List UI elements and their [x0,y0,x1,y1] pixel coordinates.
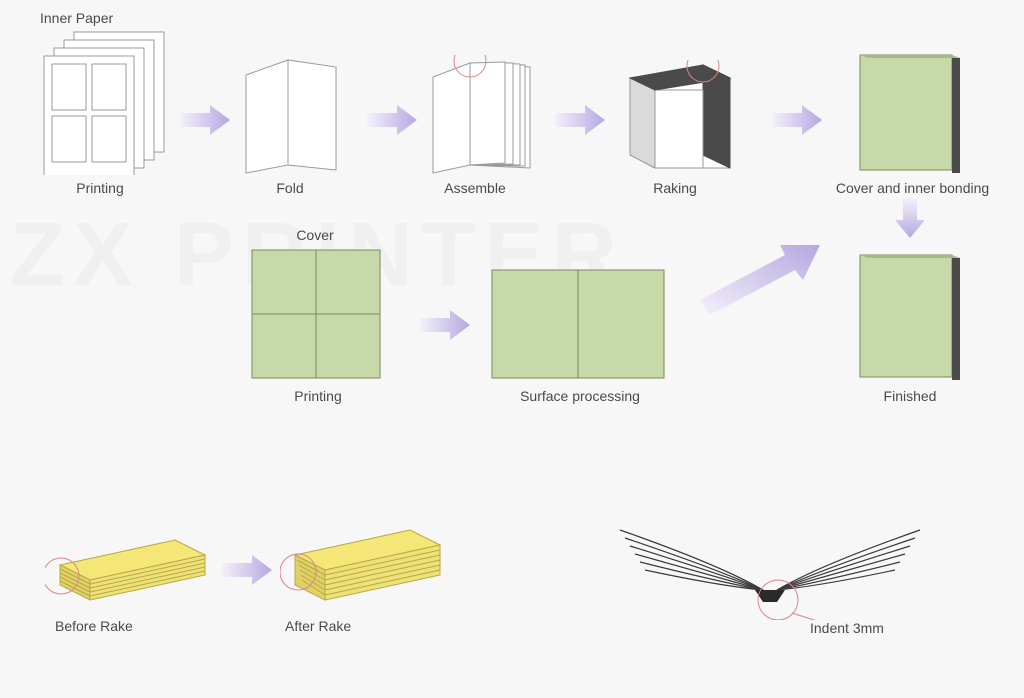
indent-label: Indent 3mm [810,620,950,636]
printing1-label: Printing [30,180,170,196]
arrow-2 [367,105,417,135]
arrow-3 [555,105,605,135]
surface-processing-icon [490,268,670,383]
after-rake-label: After Rake [285,618,425,634]
arrow-1 [180,105,230,135]
arrow-6 [222,555,272,585]
before-rake-icon [45,500,215,610]
surface-label: Surface processing [480,388,680,404]
cover-title: Cover [255,227,375,243]
printing2-label: Printing [248,388,388,404]
cover-printing-icon [250,248,385,383]
after-rake-icon [280,500,450,610]
before-rake-label: Before Rake [55,618,195,634]
arrow-diag [695,230,825,320]
diagram-stage: ZX PRINTER [0,0,1024,698]
assemble-label: Assemble [405,180,545,196]
finished-icon [855,250,970,382]
raking-icon [625,60,745,175]
fold-label: Fold [220,180,360,196]
fold-icon [238,55,348,175]
cover-bonding-label: Cover and inner bonding [820,180,1005,196]
arrow-5 [420,310,470,340]
arrow-4 [772,105,822,135]
inner-paper-title: Inner Paper [40,10,140,26]
printing-icon [40,30,170,175]
finished-label: Finished [840,388,980,404]
indent-icon [600,500,940,620]
arrow-down [895,198,925,238]
assemble-icon [425,55,545,175]
raking-label: Raking [605,180,745,196]
cover-bonding-icon [855,50,970,175]
